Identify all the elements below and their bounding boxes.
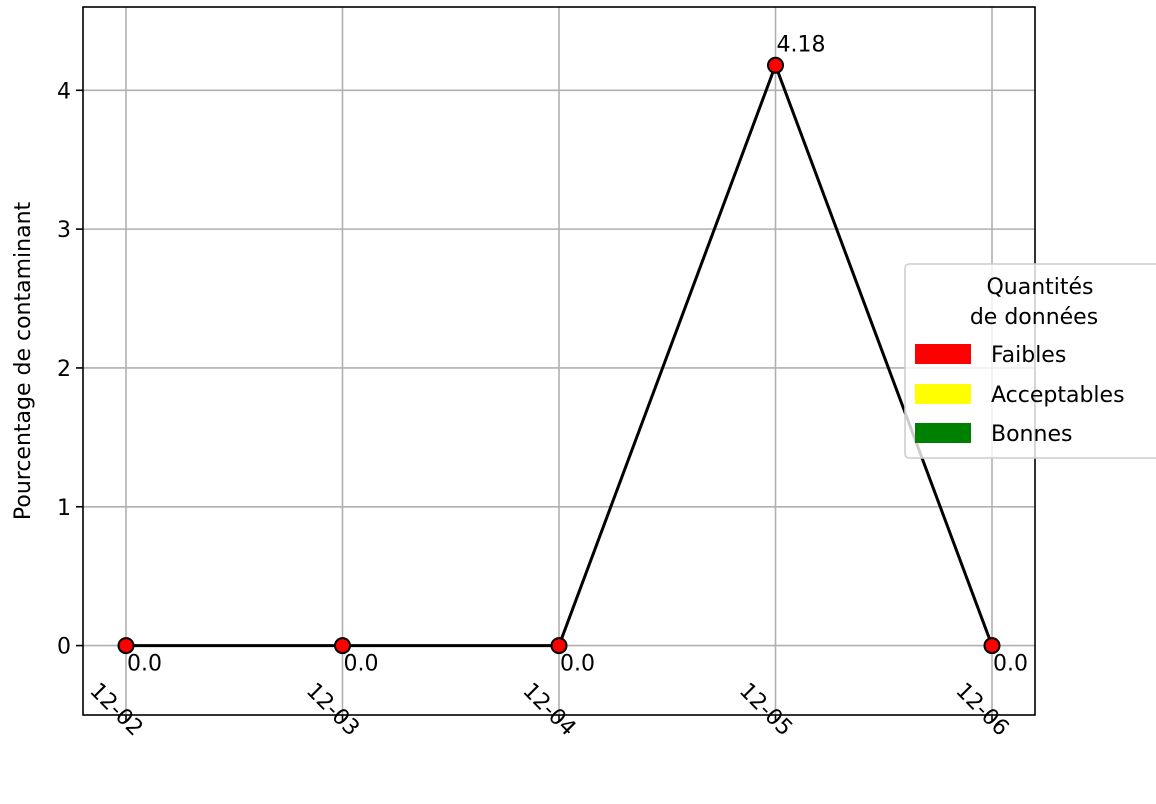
legend-swatch-acceptables (915, 384, 971, 404)
legend-swatch-bonnes (915, 423, 971, 443)
x-tick-label: 12-05 (734, 678, 797, 741)
legend-label-faibles: Faibles (991, 343, 1066, 368)
legend-label-acceptables: Acceptables (991, 383, 1125, 408)
x-tick-label: 12-06 (951, 678, 1014, 741)
legend-swatch-faibles (915, 344, 971, 364)
x-tick-label: 12-03 (301, 678, 364, 741)
data-point (550, 637, 568, 655)
grid-lines (83, 7, 1035, 715)
data-point (767, 56, 784, 74)
y-axis-label: Pourcentage de contaminant (11, 202, 36, 521)
legend-title-line2: de données (970, 305, 1098, 330)
data-point (334, 637, 351, 655)
data-point (117, 637, 135, 655)
x-tick-labels: 12-02 12-03 12-04 12-05 12-06 (85, 678, 1014, 741)
legend-frame (904, 263, 1156, 459)
data-label: 0.0 (993, 652, 1028, 677)
data-label: 0.0 (127, 652, 162, 677)
series-contaminant: 0.0 0.0 0.0 4.18 0.0 (117, 32, 1028, 677)
x-tick-label: 12-04 (518, 678, 581, 741)
y-tick-label: 4 (57, 79, 71, 104)
data-label: 4.18 (777, 32, 826, 57)
y-tick-label: 0 (57, 635, 71, 660)
y-tick-labels: 0 1 2 3 4 (57, 79, 83, 660)
y-tick-label: 2 (57, 357, 71, 382)
data-point (983, 637, 1001, 655)
legend-title-line1: Quantités (986, 275, 1093, 300)
y-tick-label: 1 (57, 496, 71, 521)
legend: Quantités de données Faibles Acceptables… (904, 263, 1156, 459)
data-label: 0.0 (344, 652, 379, 677)
y-tick-label: 3 (57, 218, 71, 243)
data-label: 0.0 (560, 652, 595, 677)
x-tick-label: 12-02 (85, 678, 148, 741)
legend-label-bonnes: Bonnes (991, 422, 1072, 447)
